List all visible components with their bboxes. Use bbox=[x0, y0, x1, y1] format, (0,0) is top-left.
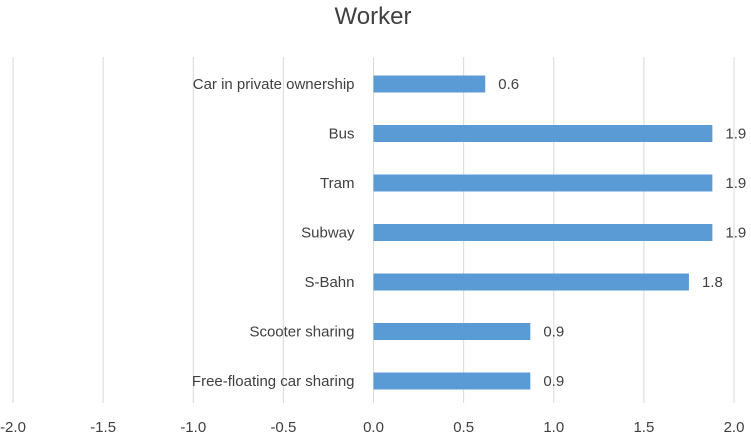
bar bbox=[373, 224, 713, 241]
bar bbox=[373, 372, 531, 390]
bars bbox=[373, 75, 713, 390]
x-tick-label: -2.0 bbox=[0, 419, 26, 436]
chart-title: Worker bbox=[335, 3, 412, 30]
x-tick-label: 1.0 bbox=[543, 419, 564, 436]
x-tick-label: 0.0 bbox=[363, 419, 384, 436]
x-axis-tick-labels: -2.0 -1.5 -1.0 -0.5 0.0 0.5 1.0 1.5 2.0 bbox=[0, 419, 744, 436]
bar bbox=[373, 75, 486, 93]
data-labels: 0.6 1.9 1.9 1.9 1.8 0.9 0.9 bbox=[498, 76, 746, 390]
bar bbox=[373, 125, 713, 142]
x-tick-label: 0.5 bbox=[453, 419, 474, 436]
category-label: Free-floating car sharing bbox=[192, 373, 355, 390]
category-label: Car in private ownership bbox=[193, 76, 355, 93]
data-label: 1.9 bbox=[725, 175, 746, 192]
data-label: 1.9 bbox=[725, 126, 746, 143]
bar bbox=[373, 323, 531, 340]
data-label: 0.6 bbox=[498, 76, 519, 93]
x-tick-label: -1.0 bbox=[180, 419, 206, 436]
data-label: 0.9 bbox=[543, 324, 564, 341]
x-tick-label: 1.5 bbox=[633, 419, 654, 436]
bar bbox=[373, 174, 713, 192]
category-labels: Car in private ownership Bus Tram Subway S-B… bbox=[192, 76, 355, 390]
x-tick-label: 2.0 bbox=[724, 419, 745, 436]
category-label: Bus bbox=[329, 126, 355, 143]
data-label: 1.9 bbox=[725, 225, 746, 242]
category-label: Subway bbox=[301, 225, 355, 242]
x-tick-label: -1.5 bbox=[90, 419, 116, 436]
data-label: 1.8 bbox=[702, 274, 723, 291]
category-label: Scooter sharing bbox=[249, 324, 354, 341]
data-label: 0.9 bbox=[543, 373, 564, 390]
category-label: Tram bbox=[320, 175, 354, 192]
bar bbox=[373, 273, 689, 291]
x-tick-label: -0.5 bbox=[270, 419, 296, 436]
category-label: S-Bahn bbox=[304, 274, 354, 291]
